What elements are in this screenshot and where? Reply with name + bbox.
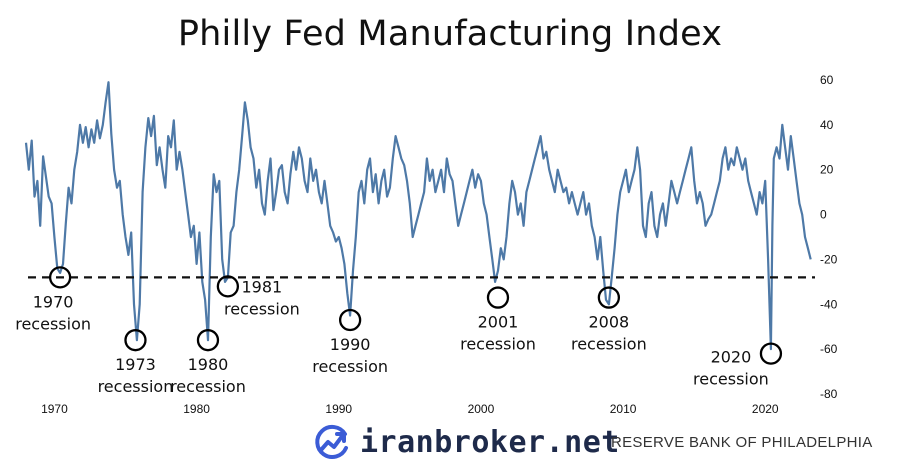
x-tick-label: 2000 [468, 402, 495, 416]
recession-label: 1973 [115, 355, 156, 374]
recession-label: recession [460, 335, 536, 354]
recession-label: recession [15, 314, 91, 333]
x-tick-label: 1970 [41, 402, 68, 416]
recession-label: recession [98, 377, 174, 396]
recession-label: 1981 [242, 277, 283, 296]
recession-marker [597, 286, 621, 309]
recession-label: 1970 [33, 292, 74, 311]
recession-marker [486, 286, 510, 309]
recession-label: 2001 [478, 313, 519, 332]
x-tick-label: 1990 [325, 402, 352, 416]
x-tick-label: 1980 [183, 402, 210, 416]
recession-label: recession [312, 357, 388, 376]
recession-marker [124, 329, 147, 352]
recession-label: 1980 [188, 355, 229, 374]
recession-marker [759, 342, 783, 365]
y-tick-label: -80 [820, 387, 838, 401]
y-tick-label: 40 [820, 118, 834, 132]
chart-title: Philly Fed Manufacturing Index [177, 14, 723, 54]
series-line [24, 81, 812, 351]
y-tick-label: 0 [820, 208, 827, 222]
recession-marker [196, 329, 220, 352]
y-tick-label: 60 [820, 73, 834, 87]
recession-marker [338, 308, 362, 332]
recession-label: 1990 [330, 335, 371, 354]
recession-label: recession [170, 377, 246, 396]
y-tick-label: -20 [820, 252, 838, 266]
recession-label: recession [571, 335, 647, 354]
recession-label: 2008 [589, 313, 630, 332]
recession-label: recession [693, 370, 769, 389]
y-tick-label: 20 [820, 163, 834, 177]
recession-marker [216, 275, 240, 298]
source-credit: RESERVE BANK OF PHILADELPHIA [611, 434, 873, 451]
recession-marker [48, 266, 72, 289]
recession-label: recession [224, 299, 300, 318]
x-tick-label: 2010 [610, 402, 637, 416]
recession-label: 2020 [711, 348, 752, 367]
y-tick-label: -60 [820, 342, 838, 356]
x-tick-label: 2020 [752, 402, 779, 416]
brand-logo: iranbroker.net [312, 420, 620, 464]
brand-name: iranbroker.net [360, 424, 620, 460]
y-tick-label: -40 [820, 297, 838, 311]
chart-trend-icon [315, 424, 348, 459]
